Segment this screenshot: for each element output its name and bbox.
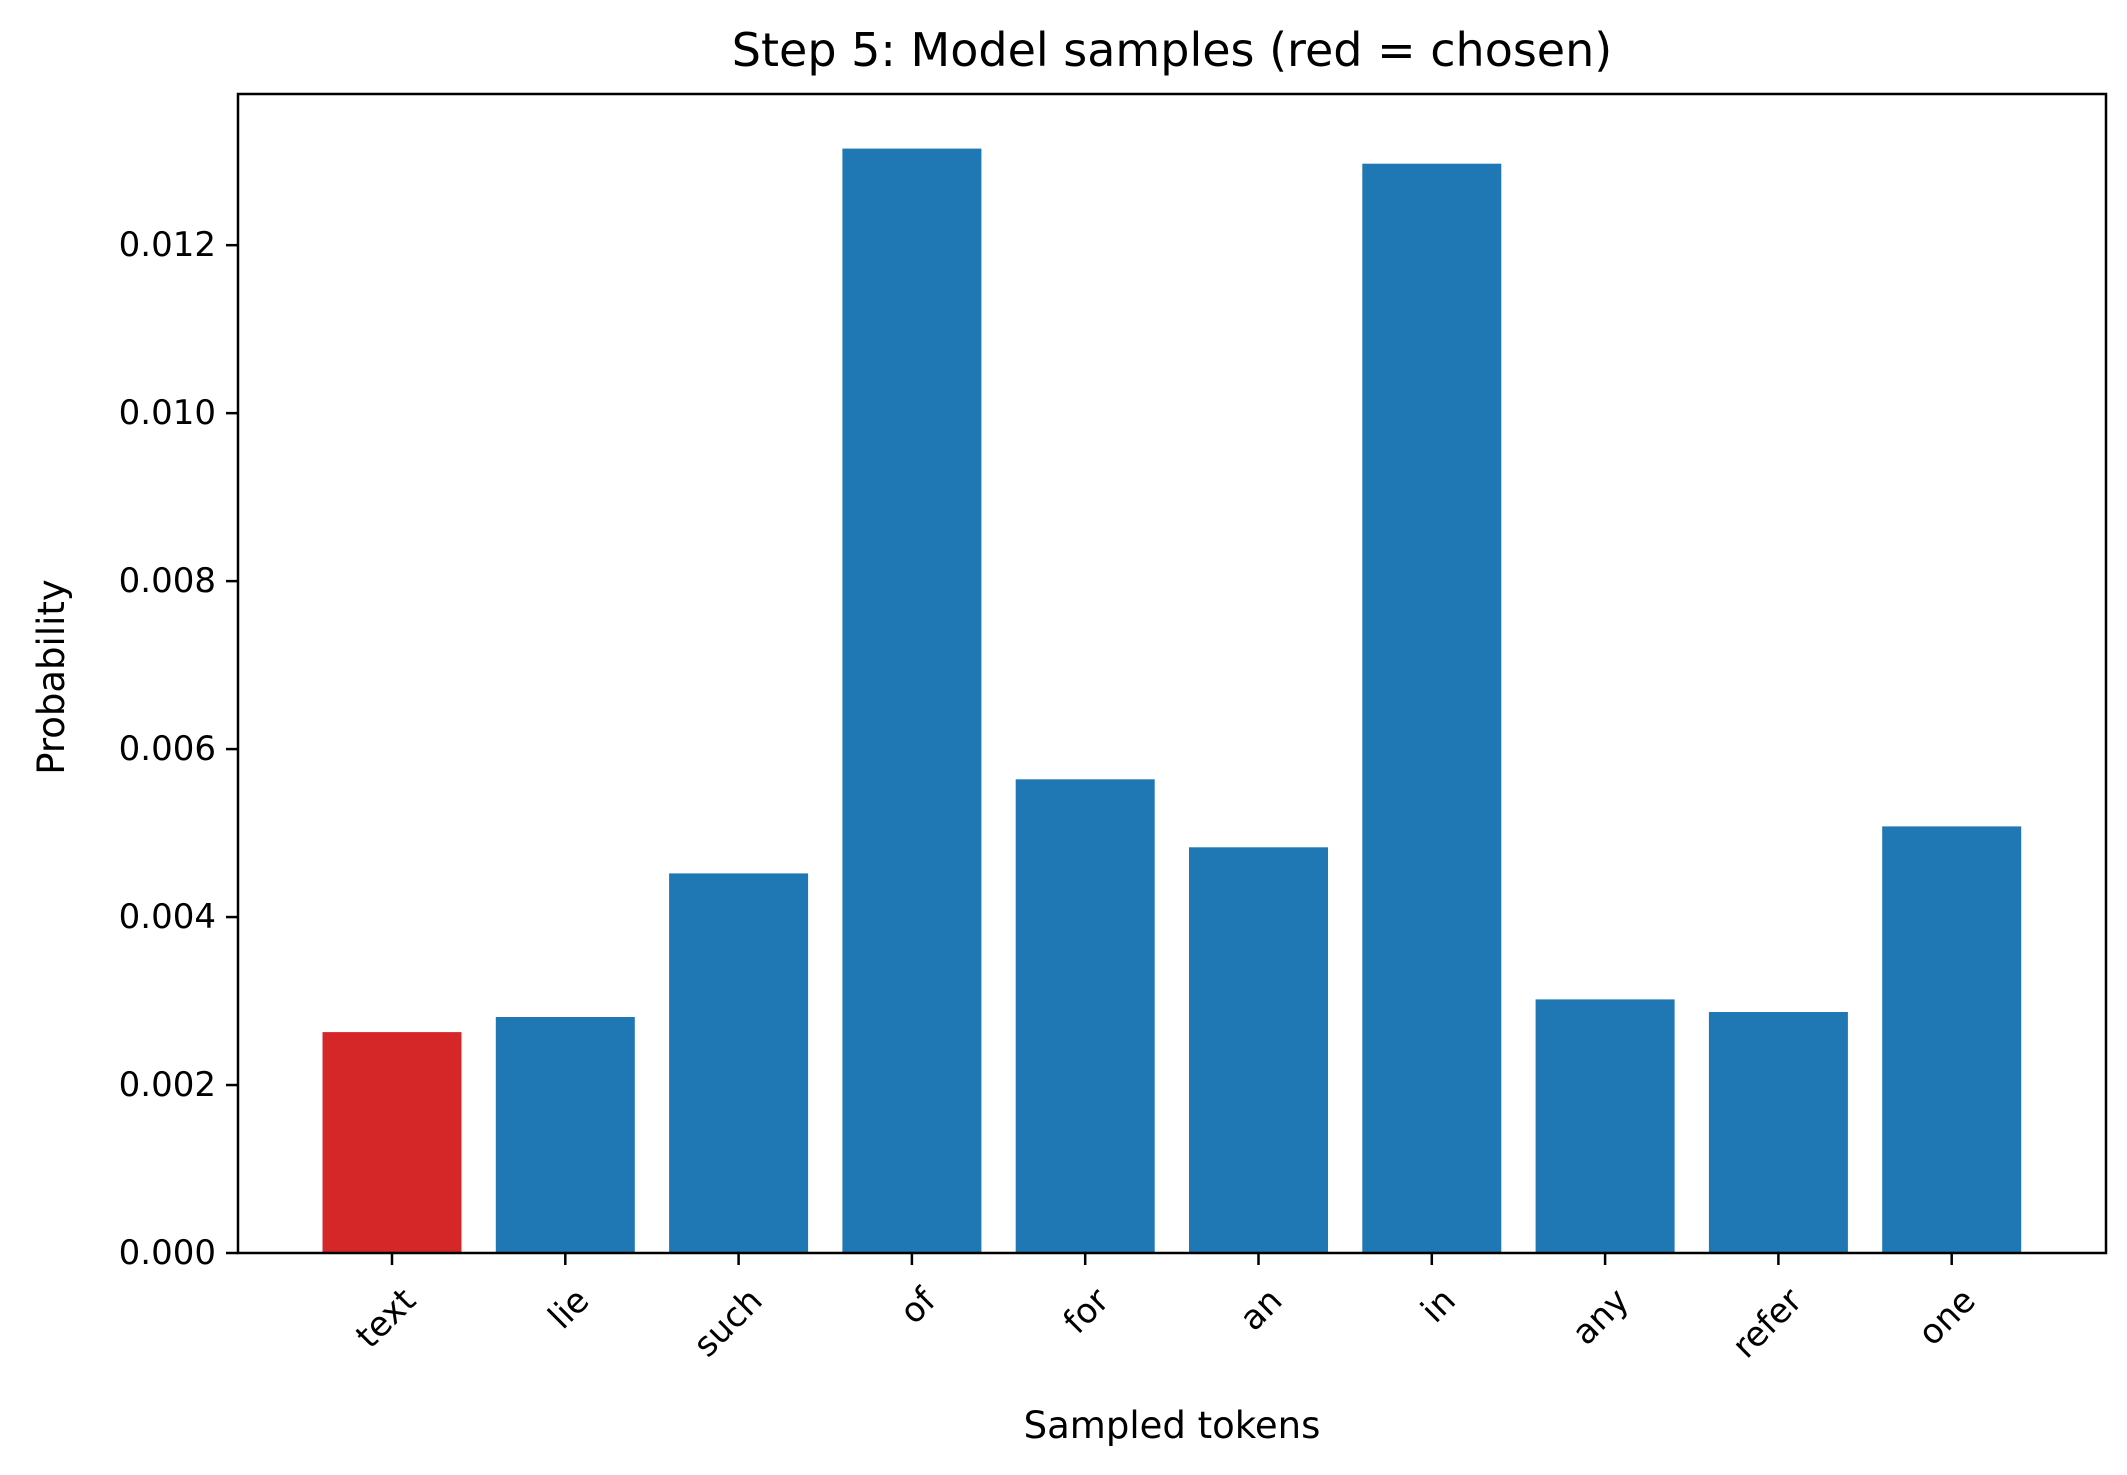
y-tick-label: 0.002: [119, 1065, 216, 1105]
plot-frame: [236, 92, 2108, 1255]
y-tick-label: 0.006: [119, 729, 216, 769]
bar-lie: [495, 1017, 635, 1253]
y-tick-label: 0.010: [119, 393, 216, 433]
x-axis-label: Sampled tokens: [1024, 1404, 1321, 1447]
bar-text: [322, 1032, 462, 1253]
x-tick-label: in: [1413, 1281, 1463, 1331]
x-tick-label: any: [1565, 1281, 1637, 1353]
chart-title: Step 5: Model samples (red = chosen): [732, 23, 1612, 77]
x-axis: text lie such of for an in any refer one: [348, 1253, 1984, 1367]
bar-such: [669, 873, 809, 1253]
y-axis: 0.000 0.002 0.004 0.006 0.008 0.010 0.012: [119, 225, 238, 1273]
y-axis-label: Probability: [30, 579, 73, 775]
bar-of: [842, 148, 982, 1254]
x-tick-label: for: [1056, 1281, 1117, 1342]
bar-one: [1882, 826, 2022, 1253]
y-tick-label: 0.000: [119, 1233, 216, 1273]
x-tick-label: such: [686, 1281, 771, 1366]
bar-an: [1189, 847, 1328, 1253]
y-tick-label: 0.012: [119, 225, 216, 265]
x-tick-label: refer: [1725, 1281, 1811, 1367]
y-tick-label: 0.008: [119, 561, 216, 601]
x-tick-label: one: [1911, 1281, 1984, 1354]
bar-for: [1015, 779, 1155, 1253]
y-tick-label: 0.004: [119, 897, 216, 937]
bar-refer: [1708, 1012, 1848, 1253]
x-tick-label: text: [348, 1281, 424, 1357]
bar-any: [1535, 999, 1675, 1253]
x-tick-label: of: [892, 1280, 944, 1332]
x-tick-label: lie: [541, 1281, 597, 1337]
bars-group: [322, 148, 2022, 1254]
bar-in: [1362, 163, 1502, 1254]
x-tick-label: an: [1232, 1281, 1290, 1339]
